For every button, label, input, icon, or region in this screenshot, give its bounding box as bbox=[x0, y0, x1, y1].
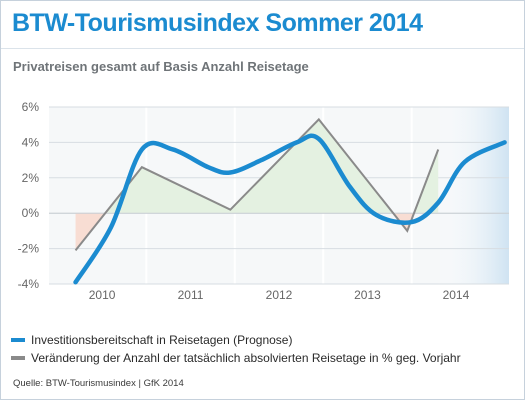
area-negative bbox=[75, 213, 439, 251]
series-line-blue bbox=[73, 133, 507, 285]
header-divider bbox=[1, 48, 524, 49]
line-chart: 6% 4% 2% 0% -2% -4% 2010 2011 2012 2013 2014 bbox=[18, 100, 509, 301]
y-tick-label: -2% bbox=[18, 242, 40, 256]
x-tick-label: 2010 bbox=[89, 288, 116, 301]
y-tick-label: 6% bbox=[22, 100, 40, 114]
series-line-gray bbox=[74, 117, 440, 251]
x-tick-label: 2014 bbox=[443, 288, 470, 301]
y-tick-label: -4% bbox=[18, 277, 40, 291]
y-tick-label: 4% bbox=[22, 135, 40, 149]
chart-title: BTW-Tourismusindex Sommer 2014 bbox=[12, 9, 423, 37]
legend-label-gray: Veränderung der Anzahl der tatsächlich a… bbox=[31, 351, 461, 365]
legend-swatch-gray bbox=[11, 356, 25, 360]
source-note: Quelle: BTW-Tourismusindex | GfK 2014 bbox=[13, 378, 184, 389]
x-tick-label: 2012 bbox=[266, 288, 293, 301]
legend-swatch-blue bbox=[11, 338, 25, 342]
forecast-shading bbox=[433, 107, 509, 284]
legend: Investitionsbereitschaft in Reisetagen (… bbox=[11, 331, 461, 367]
y-tick-label: 2% bbox=[22, 171, 40, 185]
legend-item-gray: Veränderung der Anzahl der tatsächlich a… bbox=[11, 349, 461, 367]
x-tick-label: 2011 bbox=[178, 288, 204, 301]
x-tick-label: 2013 bbox=[354, 288, 381, 301]
legend-item-blue: Investitionsbereitschaft in Reisetagen (… bbox=[11, 331, 461, 349]
chart-subtitle: Privatreisen gesamt auf Basis Anzahl Rei… bbox=[13, 59, 309, 74]
y-tick-label: 0% bbox=[22, 206, 40, 220]
legend-label-blue: Investitionsbereitschaft in Reisetagen (… bbox=[31, 333, 293, 347]
